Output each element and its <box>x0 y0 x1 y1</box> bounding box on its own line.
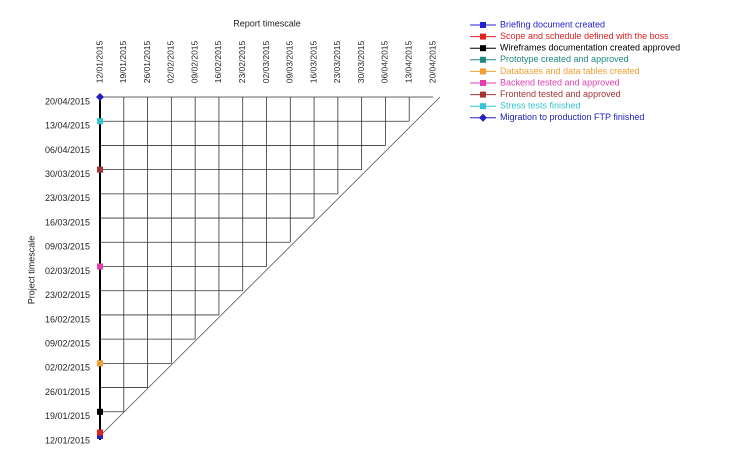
legend-marker <box>479 113 487 122</box>
x-tick-label: 16/02/2015 <box>213 40 223 83</box>
x-tick-label: 20/04/2015 <box>427 40 437 83</box>
y-tick-label: 12/01/2015 <box>45 435 90 445</box>
x-tick-label: 13/04/2015 <box>403 40 413 83</box>
y-tick-label: 23/03/2015 <box>45 193 90 203</box>
legend-label: Backend tested and approved <box>500 77 620 87</box>
x-tick-label: 02/02/2015 <box>166 40 176 83</box>
x-axis-title: Report timescale <box>233 18 301 28</box>
y-tick-label: 02/02/2015 <box>45 363 90 373</box>
x-tick-label: 23/03/2015 <box>332 40 342 83</box>
legend-marker <box>480 91 486 98</box>
y-tick-label: 09/03/2015 <box>45 242 90 252</box>
x-tick-label: 09/02/2015 <box>189 40 199 83</box>
legend-marker <box>480 45 486 52</box>
data-point <box>97 433 103 439</box>
x-tick-label: 06/04/2015 <box>380 40 390 83</box>
x-tick-label: 12/01/2015 <box>94 40 104 83</box>
y-tick-label: 06/04/2015 <box>45 145 90 155</box>
y-tick-label: 09/02/2015 <box>45 339 90 349</box>
y-tick-label: 19/01/2015 <box>45 411 90 421</box>
data-point <box>97 263 103 270</box>
y-tick-label: 16/03/2015 <box>45 217 90 227</box>
legend-marker <box>480 68 486 75</box>
y-tick-label: 30/03/2015 <box>45 169 90 179</box>
y-axis-title: Project timescale <box>26 236 36 305</box>
y-tick-label: 16/02/2015 <box>45 314 90 324</box>
legend-marker <box>480 22 486 28</box>
legend-label: Prototype created and approved <box>500 54 629 64</box>
legend-marker <box>480 80 486 86</box>
y-tick-label: 23/02/2015 <box>45 290 90 300</box>
x-tick-label: 23/02/2015 <box>237 40 247 83</box>
x-tick-label: 09/03/2015 <box>285 40 295 83</box>
data-point <box>97 118 103 125</box>
legend-label: Briefing document created <box>500 19 605 29</box>
legend-marker <box>480 33 486 40</box>
diagonal <box>99 96 441 437</box>
x-tick-label: 26/01/2015 <box>142 40 152 83</box>
legend-label: Frontend tested and approved <box>500 89 621 99</box>
y-tick-label: 13/04/2015 <box>45 121 90 131</box>
data-point <box>97 408 103 415</box>
x-tick-label: 30/03/2015 <box>356 40 366 83</box>
y-tick-label: 20/04/2015 <box>45 96 90 106</box>
data-point <box>96 93 104 101</box>
y-tick-label: 26/01/2015 <box>45 387 90 397</box>
data-point <box>97 360 103 367</box>
legend-label: Migration to production FTP finished <box>500 112 644 122</box>
legend-marker <box>480 56 486 63</box>
legend-label: Stress tests finished <box>500 101 581 111</box>
x-tick-label: 16/03/2015 <box>308 40 318 83</box>
data-point <box>97 429 103 436</box>
legend-label: Scope and schedule defined with the boss <box>500 31 669 41</box>
legend-label: Databases and data tables created <box>500 66 640 76</box>
y-tick-label: 02/03/2015 <box>45 266 90 276</box>
legend-marker <box>480 103 486 110</box>
x-tick-label: 19/01/2015 <box>118 40 128 83</box>
data-point <box>97 166 103 173</box>
legend-label: Wireframes documentation created approve… <box>500 43 680 53</box>
x-tick-label: 02/03/2015 <box>261 40 271 83</box>
